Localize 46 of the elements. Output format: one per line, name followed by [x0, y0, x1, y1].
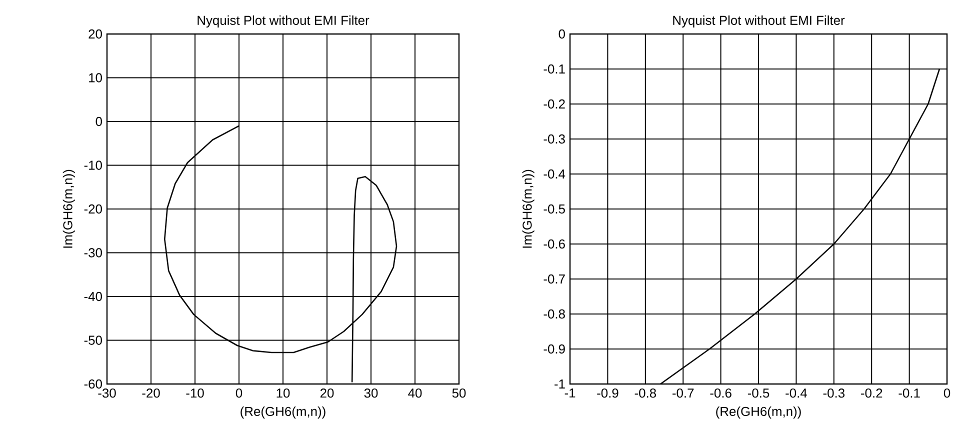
y-tick-label: -1	[554, 380, 565, 388]
x-tick-label: 0	[944, 388, 950, 398]
y-tick-label: -50	[84, 336, 102, 345]
x-tick-label: -1	[564, 388, 576, 398]
x-axis-title: (Re(GH6(m,n))	[240, 406, 326, 419]
x-axis-title: (Re(GH6(m,n))	[716, 406, 801, 419]
y-tick-label: -60	[84, 379, 102, 389]
x-tick-label: -20	[142, 388, 160, 398]
y-tick-label: -0.4	[544, 169, 566, 179]
y-tick-label: 0	[558, 29, 565, 39]
x-tick-label: -0.8	[634, 388, 656, 398]
x-tick-label: -0.9	[597, 388, 618, 398]
y-tick-label: -0.8	[544, 309, 565, 319]
y-axis-title: Im(GH6(m,n))	[522, 170, 534, 248]
y-axis-title: Im(GH6(m,n))	[62, 170, 75, 248]
x-tick-label: 30	[364, 388, 378, 398]
chart-title: Nyquist Plot without EMI Filter	[198, 15, 370, 28]
x-tick-label: -0.5	[748, 388, 770, 398]
y-tick-label: 20	[88, 29, 102, 39]
x-tick-label: 20	[320, 388, 334, 398]
y-tick-label: -0.9	[544, 344, 565, 354]
y-tick-label: -0.5	[544, 204, 565, 214]
y-tick-label: -20	[84, 204, 102, 214]
x-tick-label: -30	[98, 388, 116, 398]
x-tick-label: 50	[452, 388, 466, 398]
x-tick-label: -0.1	[898, 388, 920, 398]
x-tick-label: 10	[276, 388, 290, 398]
x-tick-label: -0.6	[710, 388, 732, 398]
x-tick-label: 0	[236, 388, 242, 398]
y-tick-label: 10	[89, 73, 102, 82]
y-tick-label: -40	[84, 292, 102, 302]
x-tick-label: -0.7	[672, 388, 694, 398]
y-tick-label: -10	[84, 160, 102, 170]
y-tick-label: -0.6	[544, 239, 565, 249]
x-tick-label: -0.4	[786, 388, 807, 398]
y-tick-label: -30	[84, 248, 102, 258]
x-tick-label: -0.3	[823, 388, 845, 398]
y-tick-label: -0.1	[544, 64, 565, 74]
x-tick-label: -0.2	[861, 388, 882, 398]
x-tick-label: 40	[408, 388, 422, 398]
x-tick-label: -10	[186, 388, 204, 398]
y-tick-label: 0	[96, 116, 102, 126]
y-tick-label: -0.2	[544, 99, 565, 109]
y-tick-label: -0.7	[544, 274, 565, 284]
chart-title: Nyquist Plot without EMI Filter	[673, 15, 845, 28]
y-tick-label: -0.3	[544, 134, 565, 144]
